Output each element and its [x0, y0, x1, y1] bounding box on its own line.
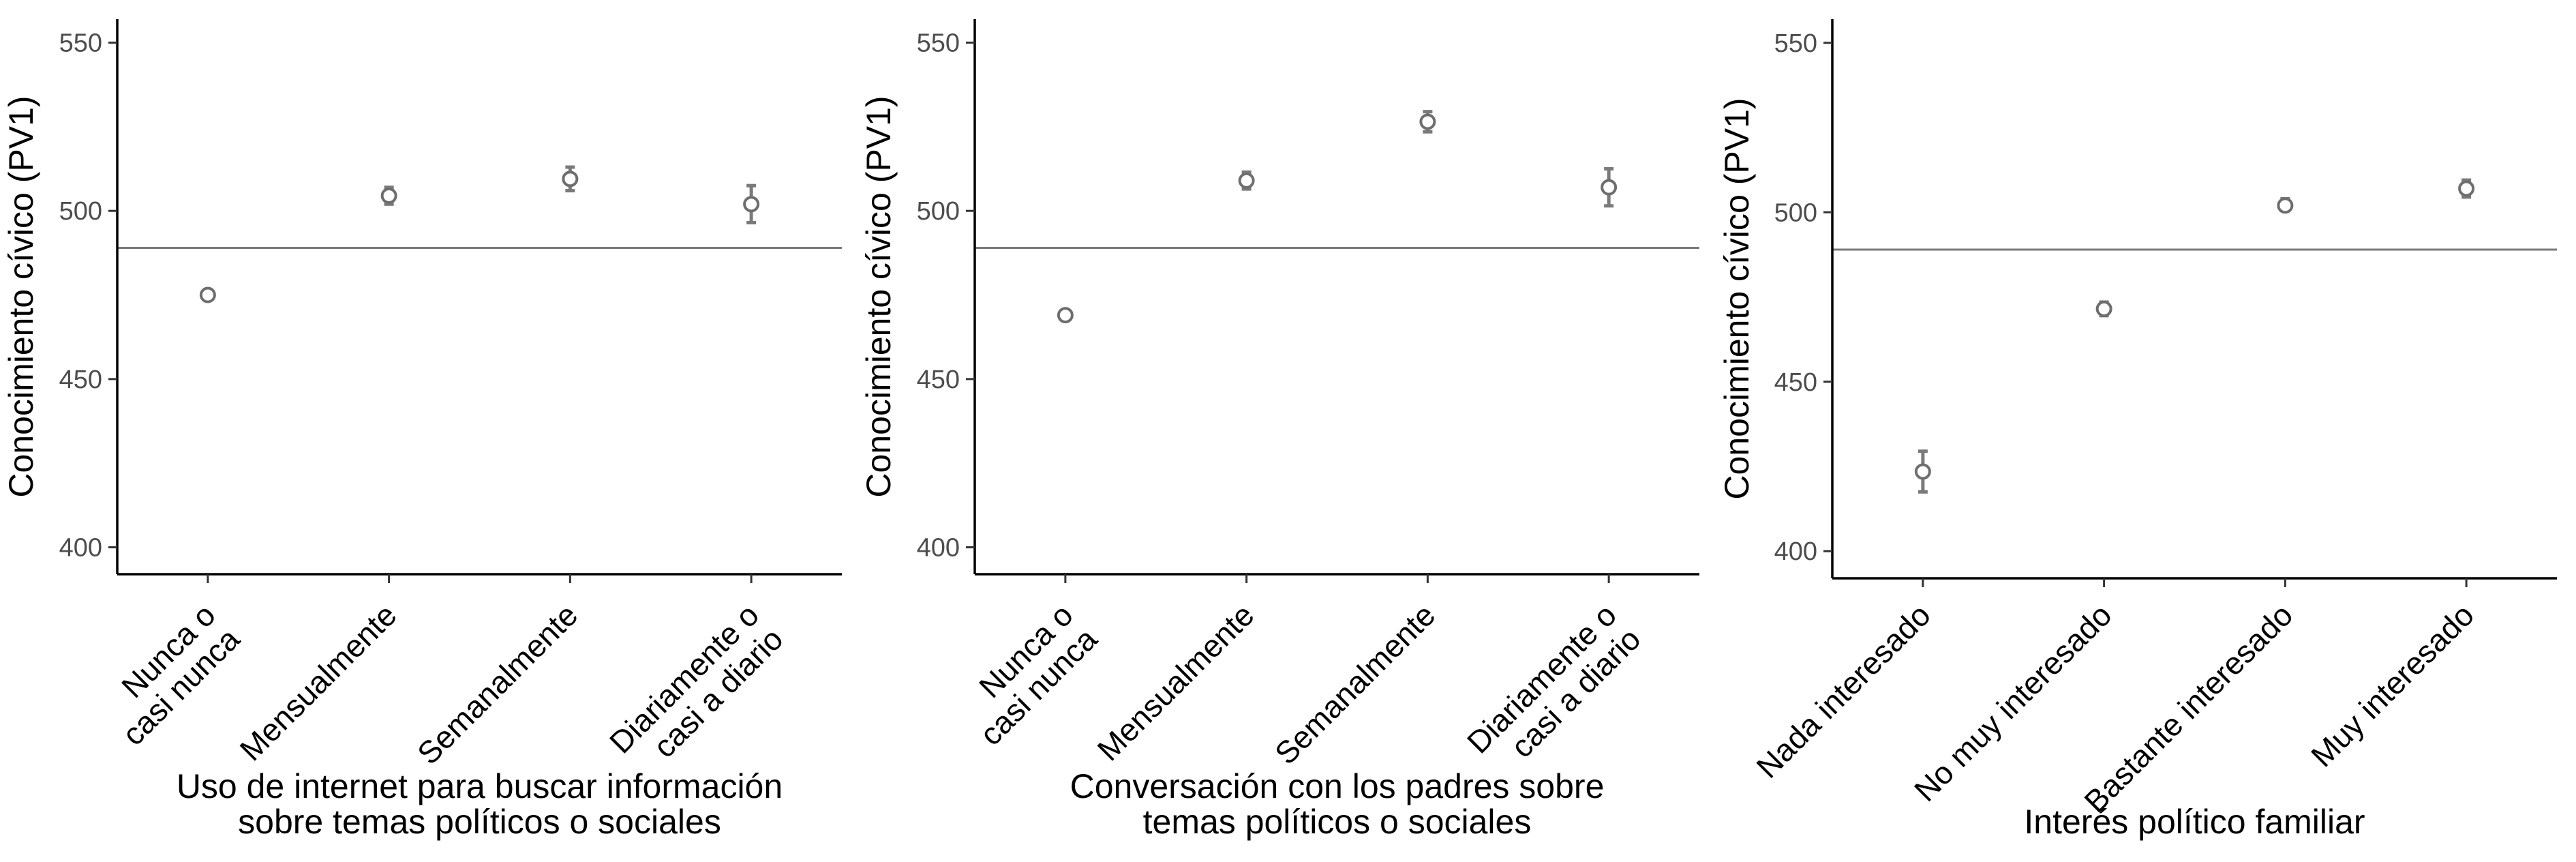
x-category-label: Muy interesado	[2304, 597, 2481, 773]
x-category-label: Semanalmente	[1268, 597, 1442, 771]
y-tick-label: 550	[59, 29, 102, 58]
data-point	[1238, 172, 1255, 189]
x-axis-title: Conversación con los padres sobre	[1070, 767, 1605, 805]
x-category-label: Diariamente ocasi a diario	[603, 597, 790, 784]
y-tick-label: 500	[1774, 198, 1817, 227]
data-point	[1914, 463, 1931, 480]
data-point	[2458, 180, 2475, 197]
data-point	[1057, 307, 1074, 324]
x-category-label: Nunca ocasi nunca	[91, 597, 247, 752]
x-axis-title: sobre temas políticos o sociales	[238, 803, 721, 841]
y-axis-title: Conocimiento cívico (PV1)	[1718, 98, 1756, 499]
data-point	[1601, 179, 1618, 196]
panel-2: 400 450 500 550 Conocimiento cívico (PV1) Nun…	[860, 19, 1699, 841]
data-point	[743, 196, 760, 213]
y-axis-title: Conocimiento cívico (PV1)	[2, 95, 40, 497]
x-category-label: Bastante interesado	[2077, 597, 2299, 819]
x-category-label: Nunca ocasi nunca	[949, 597, 1104, 752]
y-tick-label: 500	[59, 197, 102, 226]
data-point	[2095, 300, 2112, 317]
x-category-label: Nada interesado	[1749, 597, 1937, 784]
panel-1: 400 450 500 550 Conocimiento cívico (PV1) Nun…	[2, 19, 842, 841]
data-point	[1419, 113, 1436, 130]
y-axis-title: Conocimiento cívico (PV1)	[860, 95, 898, 497]
y-tick-label: 550	[1774, 29, 1817, 58]
y-tick-label: 450	[59, 366, 102, 394]
y-tick-label: 400	[917, 534, 960, 563]
y-tick-label: 400	[59, 534, 102, 563]
data-point	[2277, 197, 2294, 214]
x-axis-title: Interés político familiar	[2024, 803, 2365, 841]
x-category-label: No muy interesado	[1907, 597, 2119, 808]
y-tick-label: 550	[917, 29, 960, 58]
panel-3: 400 450 500 550 Conocimiento cívico (PV1) Nad…	[1718, 19, 2557, 841]
data-point	[380, 188, 397, 204]
y-tick-label: 400	[1774, 537, 1817, 566]
y-tick-label: 450	[1774, 368, 1817, 397]
x-axis-title: Uso de internet para buscar información	[177, 767, 783, 805]
x-category-label: Semanalmente	[410, 597, 585, 771]
x-category-label: Mensualmente	[233, 597, 404, 767]
data-point	[562, 170, 579, 188]
x-category-label: Mensualmente	[1091, 597, 1261, 767]
y-tick-label: 500	[917, 197, 960, 226]
x-category-label: Diariamente ocasi a diario	[1460, 597, 1648, 784]
data-point	[199, 286, 216, 303]
x-axis-title: temas políticos o sociales	[1143, 803, 1532, 841]
y-tick-label: 450	[917, 366, 960, 394]
